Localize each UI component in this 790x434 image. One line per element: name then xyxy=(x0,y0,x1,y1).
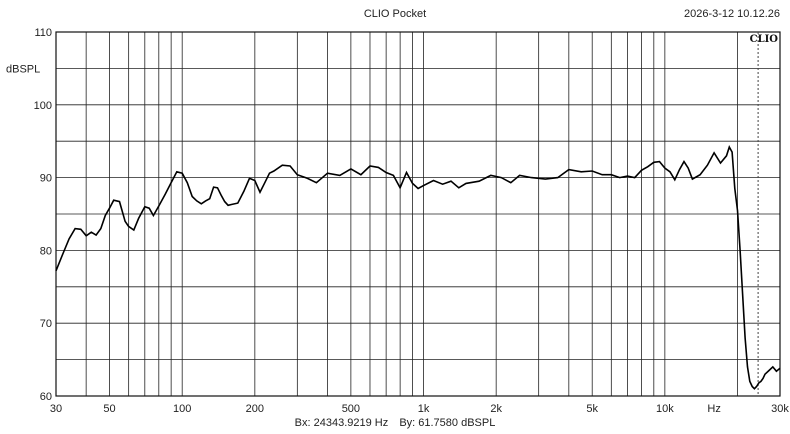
x-tick-label: 5k xyxy=(586,403,598,415)
y-tick-label: 90 xyxy=(40,173,52,185)
cursor-readout: Bx: 24343.9219 Hz By: 61.7580 dBSPL xyxy=(0,417,790,429)
x-tick-labels: 30 50 100 200 500 1k 2k 5k 10k 30k xyxy=(50,403,789,415)
x-tick-label: 50 xyxy=(103,403,115,415)
x-tick-label: 30k xyxy=(771,403,789,415)
timestamp: 2026-3-12 10.12.26 xyxy=(683,8,780,20)
y-tick-label: 80 xyxy=(40,245,52,257)
y-tick-label: 60 xyxy=(40,391,52,403)
grid-lines xyxy=(56,32,780,396)
plot-frame xyxy=(55,31,781,397)
y-axis-label: dBSPL xyxy=(6,63,40,75)
y-tick-labels: 60 70 80 90 100 110 xyxy=(34,27,52,403)
x-tick-label: 500 xyxy=(342,403,360,415)
cursor-y-readout: By: 61.7580 dBSPL xyxy=(399,417,496,429)
response-curve xyxy=(55,144,781,390)
y-tick-label: 110 xyxy=(34,27,52,39)
app-title: CLIO Pocket xyxy=(363,8,427,20)
x-tick-label: 1k xyxy=(418,403,430,415)
x-tick-label: 100 xyxy=(173,403,191,415)
x-tick-label: 30 xyxy=(50,403,62,415)
cursor-x-readout: Bx: 24343.9219 Hz xyxy=(294,417,389,429)
x-tick-label: 2k xyxy=(490,403,502,415)
clio-logo: CLIO xyxy=(750,34,779,45)
x-tick-label: 10k xyxy=(656,403,674,415)
x-tick-label: 200 xyxy=(246,403,264,415)
y-tick-label: 70 xyxy=(40,318,52,330)
x-unit-label: Hz xyxy=(707,403,720,415)
y-tick-label: 100 xyxy=(34,100,52,112)
